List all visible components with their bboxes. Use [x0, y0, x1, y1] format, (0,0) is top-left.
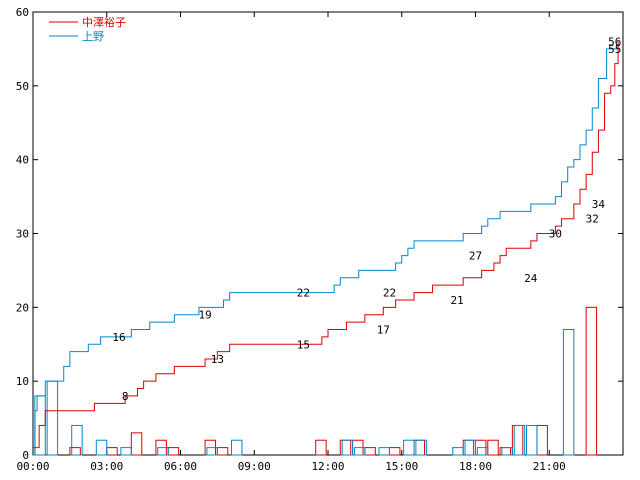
- y-tick-label: 60: [16, 6, 29, 19]
- histogram-bar: [353, 447, 366, 456]
- y-tick-label: 50: [16, 80, 29, 93]
- histogram-bar: [130, 432, 143, 456]
- series-line-1: [33, 48, 619, 456]
- x-tick-label: 18:00: [459, 460, 492, 473]
- data-label: 17: [377, 323, 390, 336]
- histogram-bar: [157, 447, 169, 456]
- series-line-0: [33, 41, 619, 449]
- histogram-bar: [120, 447, 132, 456]
- histogram-bar: [464, 439, 477, 456]
- data-label: 55: [608, 43, 621, 56]
- series-lines: [33, 41, 619, 456]
- data-label: 16: [112, 331, 125, 344]
- data-label: 22: [383, 287, 396, 300]
- histogram-bar: [95, 439, 108, 456]
- histogram-bar: [501, 447, 513, 456]
- histogram-bar: [452, 447, 464, 456]
- histogram-bar: [415, 439, 427, 456]
- data-label: 13: [211, 353, 224, 366]
- legend-label: 中澤裕子: [82, 16, 126, 29]
- data-label: 34: [592, 198, 606, 211]
- x-tick-label: 06:00: [164, 460, 197, 473]
- histogram-bar: [378, 447, 390, 456]
- data-label: 27: [469, 250, 482, 263]
- y-tick-label: 40: [16, 154, 29, 167]
- data-label: 56: [608, 36, 621, 49]
- histogram-bar: [562, 328, 575, 456]
- histogram-bar: [513, 424, 526, 456]
- data-label: 30: [549, 228, 562, 241]
- y-tick-label: 30: [16, 228, 29, 241]
- histogram-bar: [341, 439, 354, 456]
- x-tick-label: 12:00: [311, 460, 344, 473]
- data-label: 19: [198, 309, 211, 322]
- data-label: 22: [297, 287, 310, 300]
- y-axis-ticks: 0 10 20 30 40 50 60: [16, 6, 623, 462]
- histogram-bar: [476, 447, 489, 456]
- x-tick-label: 09:00: [238, 460, 271, 473]
- histogram-bar: [231, 439, 243, 456]
- x-tick-label: 03:00: [90, 460, 123, 473]
- histogram-bar: [526, 424, 538, 456]
- data-label: 8: [122, 390, 129, 403]
- y-tick-label: 10: [16, 375, 29, 388]
- x-axis-ticks: 00:00 03:00 06:00 09:00 12:00 15:00 18:00 21:00: [16, 12, 566, 473]
- histogram-bar: [585, 306, 598, 456]
- y-tick-label: 20: [16, 301, 29, 314]
- histogram-bar: [403, 439, 415, 456]
- data-label: 32: [586, 213, 599, 226]
- plot-area: [32, 11, 624, 456]
- histogram-bar: [71, 424, 83, 456]
- histogram-bar: [315, 439, 327, 456]
- histogram-bar: [206, 447, 218, 456]
- data-label: 24: [524, 272, 538, 285]
- x-tick-label: 15:00: [385, 460, 418, 473]
- legend-label: 上野: [82, 30, 104, 43]
- x-tick-label: 00:00: [16, 460, 49, 473]
- x-tick-label: 21:00: [533, 460, 566, 473]
- data-label: 15: [297, 338, 310, 351]
- y-tick-label: 0: [22, 449, 29, 462]
- histogram-bars: [34, 306, 598, 456]
- data-label: 21: [450, 294, 463, 307]
- data-labels: 8 13 15 17 21 24 32 55 16 19 22 22 27 30 34 56: [112, 36, 621, 403]
